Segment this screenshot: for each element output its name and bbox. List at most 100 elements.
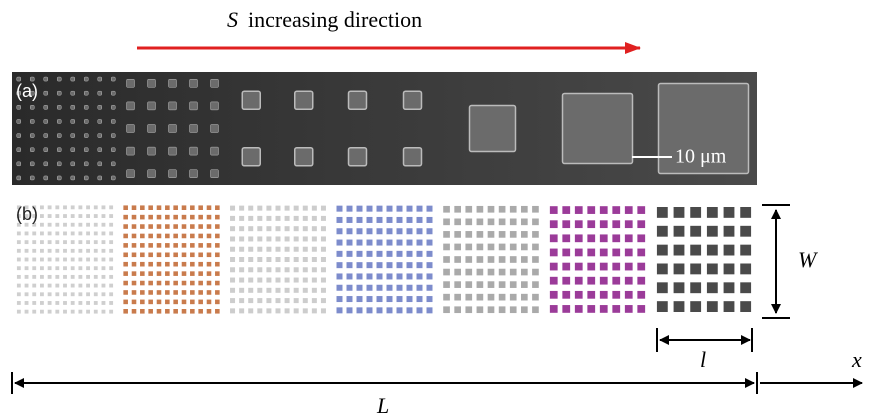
pattern-square bbox=[30, 148, 34, 152]
pattern-square bbox=[198, 224, 203, 229]
pattern-square bbox=[78, 266, 82, 270]
pattern-square bbox=[157, 300, 162, 305]
pattern-square bbox=[637, 291, 645, 299]
pattern-square bbox=[165, 309, 170, 314]
pattern-square bbox=[266, 247, 271, 252]
pattern-square bbox=[32, 301, 36, 305]
pattern-square bbox=[132, 281, 137, 286]
pattern-square bbox=[32, 249, 36, 253]
pattern-square bbox=[140, 215, 145, 220]
pattern-square bbox=[190, 215, 195, 220]
pattern-square bbox=[148, 170, 156, 178]
pattern-square bbox=[40, 249, 44, 253]
pattern-square bbox=[55, 284, 59, 288]
pattern-square bbox=[600, 291, 608, 299]
pattern-square bbox=[86, 310, 90, 314]
pattern-square bbox=[312, 226, 317, 231]
pattern-square bbox=[465, 231, 472, 238]
pattern-square bbox=[674, 301, 685, 312]
pattern-square bbox=[230, 288, 235, 293]
pattern-square bbox=[357, 240, 363, 246]
pattern-square bbox=[140, 205, 145, 210]
pattern-square bbox=[157, 243, 162, 248]
pattern-square bbox=[148, 290, 153, 295]
pattern-square bbox=[111, 105, 115, 109]
pattern-square bbox=[337, 273, 343, 279]
pattern-square bbox=[657, 226, 668, 237]
pattern-square bbox=[387, 285, 393, 291]
pattern-square bbox=[550, 220, 558, 228]
pattern-square bbox=[111, 77, 115, 81]
pattern-square bbox=[211, 170, 219, 178]
pattern-square bbox=[321, 247, 326, 252]
pattern-square bbox=[417, 285, 423, 291]
pattern-square bbox=[25, 292, 29, 296]
pattern-square bbox=[443, 294, 450, 301]
pattern-square bbox=[173, 290, 178, 295]
pattern-square bbox=[239, 288, 244, 293]
pattern-square bbox=[337, 251, 343, 257]
pattern-square bbox=[44, 105, 48, 109]
pattern-square bbox=[587, 305, 595, 313]
pattern-square bbox=[740, 264, 751, 275]
pattern-square bbox=[44, 119, 48, 123]
pattern-square bbox=[25, 258, 29, 262]
pattern-square bbox=[40, 205, 44, 209]
pattern-square bbox=[207, 290, 212, 295]
pattern-square bbox=[102, 205, 106, 209]
pattern-square bbox=[612, 277, 620, 285]
pattern-square bbox=[257, 257, 262, 262]
pattern-square bbox=[211, 79, 219, 87]
pattern-square bbox=[215, 271, 220, 276]
pattern-square bbox=[321, 288, 326, 293]
pattern-square bbox=[657, 207, 668, 218]
pattern-square bbox=[321, 298, 326, 303]
pattern-square bbox=[477, 294, 484, 301]
pattern-square bbox=[48, 292, 52, 296]
pattern-square bbox=[215, 281, 220, 286]
pattern-square bbox=[488, 256, 495, 263]
pattern-square bbox=[25, 275, 29, 279]
pattern-square bbox=[347, 206, 353, 212]
pattern-square bbox=[230, 236, 235, 241]
pattern-square bbox=[257, 298, 262, 303]
pattern-square bbox=[510, 294, 517, 301]
pattern-square bbox=[387, 296, 393, 302]
pattern-square bbox=[562, 234, 570, 242]
width-symbol: W bbox=[798, 247, 818, 272]
pattern-square bbox=[367, 262, 373, 268]
pattern-square bbox=[48, 301, 52, 305]
pattern-square bbox=[182, 253, 187, 258]
pattern-square bbox=[71, 134, 75, 138]
pattern-square bbox=[625, 291, 633, 299]
pattern-square bbox=[242, 148, 260, 166]
pattern-square bbox=[71, 148, 75, 152]
pattern-square bbox=[78, 214, 82, 218]
pattern-square bbox=[207, 224, 212, 229]
pattern-square bbox=[637, 220, 645, 228]
pattern-square bbox=[266, 257, 271, 262]
pattern-square bbox=[40, 301, 44, 305]
pattern-square bbox=[48, 223, 52, 227]
pattern-square bbox=[71, 223, 75, 227]
pattern-square bbox=[157, 205, 162, 210]
pattern-square bbox=[165, 281, 170, 286]
pattern-square bbox=[257, 288, 262, 293]
pattern-square bbox=[407, 206, 413, 212]
pattern-square bbox=[637, 206, 645, 214]
pattern-square bbox=[157, 262, 162, 267]
pattern-square bbox=[707, 226, 718, 237]
pattern-square bbox=[198, 215, 203, 220]
pattern-square bbox=[637, 263, 645, 271]
pattern-square bbox=[165, 234, 170, 239]
pattern-square bbox=[477, 306, 484, 313]
pattern-square bbox=[30, 162, 34, 166]
pattern-square bbox=[109, 249, 113, 253]
pattern-square bbox=[102, 284, 106, 288]
pattern-square bbox=[157, 215, 162, 220]
pattern-square bbox=[127, 102, 135, 110]
pattern-square bbox=[102, 232, 106, 236]
pattern-square bbox=[86, 232, 90, 236]
pattern-square bbox=[57, 148, 61, 152]
pattern-square bbox=[32, 240, 36, 244]
